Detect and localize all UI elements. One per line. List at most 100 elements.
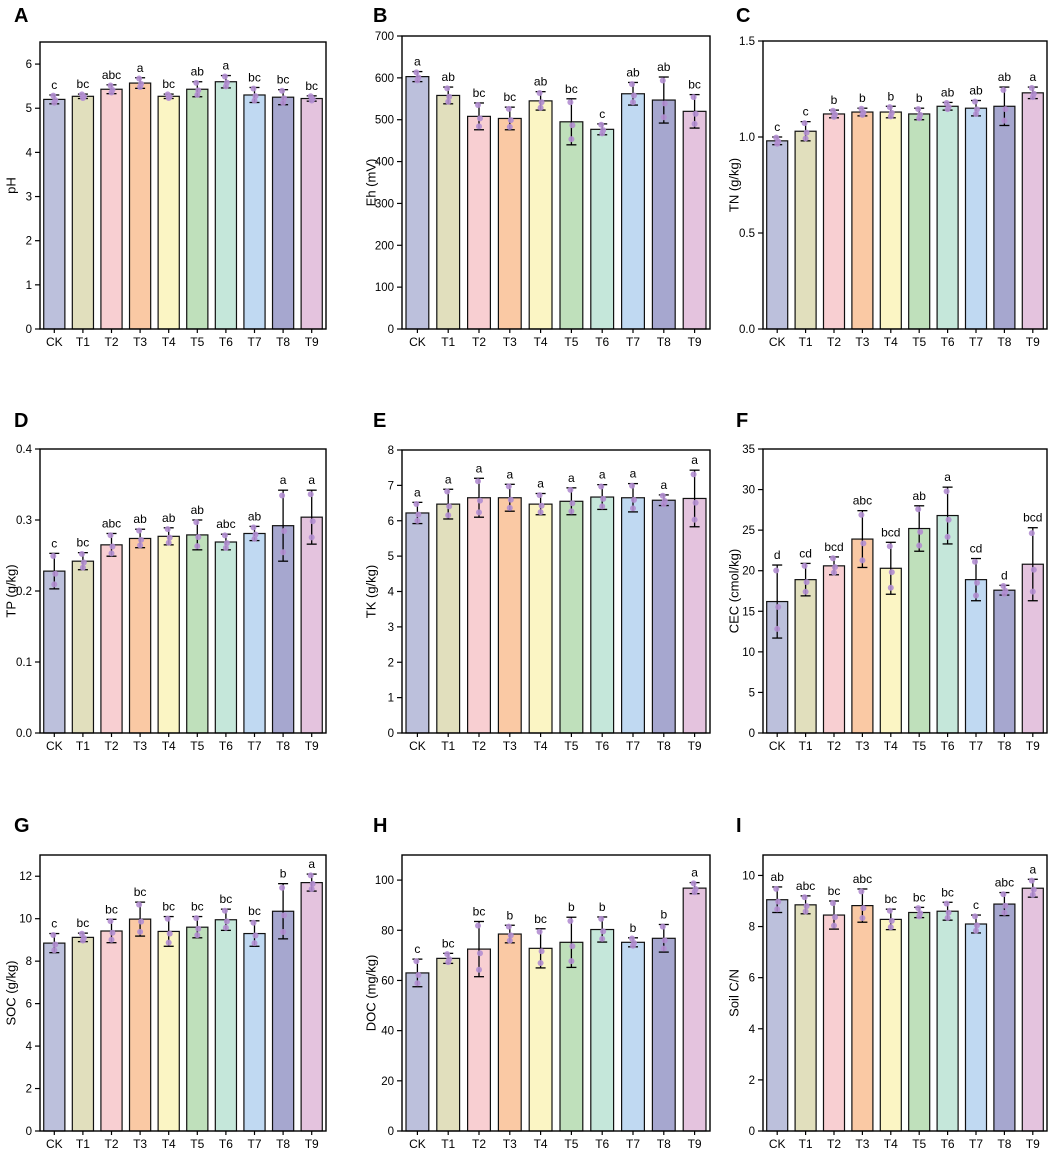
data-point: [538, 502, 545, 509]
data-point: [1001, 590, 1008, 597]
data-point: [973, 110, 979, 117]
data-point: [660, 945, 667, 952]
x-tick-label: T8: [276, 1137, 290, 1151]
significance-letter: a: [476, 461, 483, 475]
data-point: [476, 509, 482, 516]
y-tick-label: 2: [26, 236, 32, 248]
x-tick-label: T9: [688, 1137, 702, 1151]
data-point: [803, 579, 810, 586]
data-point: [1028, 877, 1035, 884]
data-point: [279, 492, 286, 499]
significance-letter: abc: [796, 879, 815, 893]
x-tick-label: T7: [969, 335, 983, 349]
data-point: [631, 92, 637, 99]
bar-T9: [682, 497, 707, 734]
data-point: [943, 488, 950, 495]
data-point: [916, 542, 923, 549]
y-tick-label: 1: [26, 280, 32, 292]
data-point: [221, 532, 228, 539]
data-point: [222, 544, 229, 551]
data-point: [280, 928, 287, 935]
x-tick-label: T1: [441, 739, 455, 753]
bar-CK: [405, 76, 430, 330]
significance-letter: b: [506, 908, 513, 922]
data-point: [944, 533, 951, 540]
bar-T9: [1021, 887, 1044, 1132]
bar-CK: [405, 512, 430, 734]
x-tick-label: T5: [912, 1137, 926, 1151]
y-tick-label: 1: [388, 693, 394, 705]
data-point: [1001, 117, 1008, 124]
y-tick-label: 5: [388, 551, 394, 563]
data-point: [974, 579, 980, 586]
significance-letter: bc: [77, 77, 90, 91]
x-tick-label: T7: [969, 739, 983, 753]
bar-T8: [651, 499, 676, 734]
data-point: [279, 884, 286, 891]
bar-T2: [467, 115, 491, 330]
bar-T9: [682, 887, 707, 1132]
x-tick-label: T8: [276, 335, 290, 349]
axis-frame: [762, 448, 1048, 734]
significance-letter: bc: [77, 536, 90, 550]
data-point: [445, 959, 452, 966]
data-point: [859, 915, 866, 922]
data-point: [537, 960, 544, 967]
data-point: [281, 528, 288, 535]
significance-letter: cd: [799, 546, 812, 560]
bar-T1: [436, 94, 461, 330]
bar-T1: [794, 904, 817, 1132]
data-point: [476, 123, 482, 130]
data-point: [250, 524, 257, 531]
data-point: [974, 922, 980, 929]
significance-letter: a: [308, 857, 315, 871]
x-tick-label: T3: [855, 335, 869, 349]
y-tick-label: 30: [742, 485, 755, 497]
bar-CK: [43, 942, 66, 1132]
data-point: [859, 111, 866, 118]
significance-letter: a: [445, 472, 452, 486]
significance-letter: a: [691, 866, 698, 880]
x-tick-label: T1: [76, 335, 90, 349]
y-tick-label: 0.4: [16, 444, 33, 456]
data-point: [445, 98, 452, 105]
data-point: [280, 549, 287, 556]
data-point: [136, 901, 143, 908]
y-tick-label: 20: [742, 566, 755, 578]
significance-letter: a: [1029, 70, 1036, 84]
data-point: [599, 130, 606, 137]
x-tick-label: T2: [472, 739, 486, 753]
y-tick-label: 6: [26, 59, 32, 71]
data-point: [536, 928, 543, 935]
significance-letter: bc: [565, 82, 578, 96]
data-point: [108, 936, 115, 943]
x-tick-label: T3: [855, 739, 869, 753]
x-tick-label: T4: [534, 335, 548, 349]
data-point: [250, 85, 257, 92]
data-point: [223, 540, 230, 547]
data-point: [307, 491, 314, 498]
data-point: [859, 557, 866, 564]
data-point: [477, 497, 483, 504]
axis-frame: [401, 854, 711, 1132]
significance-letter: bc: [248, 70, 261, 84]
significance-letter: a: [691, 453, 698, 467]
data-point: [660, 501, 667, 508]
data-point: [506, 937, 513, 944]
y-tick-label: 0: [26, 324, 32, 336]
data-point: [51, 581, 58, 588]
x-tick-label: CK: [409, 335, 426, 349]
data-point: [801, 894, 808, 901]
bar-T3: [497, 117, 522, 330]
data-point: [803, 129, 810, 136]
significance-letter: abc: [853, 872, 872, 886]
data-point: [221, 907, 228, 914]
data-point: [831, 113, 837, 120]
axis-frame: [762, 40, 1048, 330]
data-point: [413, 500, 420, 507]
x-tick-label: T6: [219, 1137, 233, 1151]
y-tick-label: 400: [375, 157, 394, 169]
significance-letter: a: [280, 473, 287, 487]
